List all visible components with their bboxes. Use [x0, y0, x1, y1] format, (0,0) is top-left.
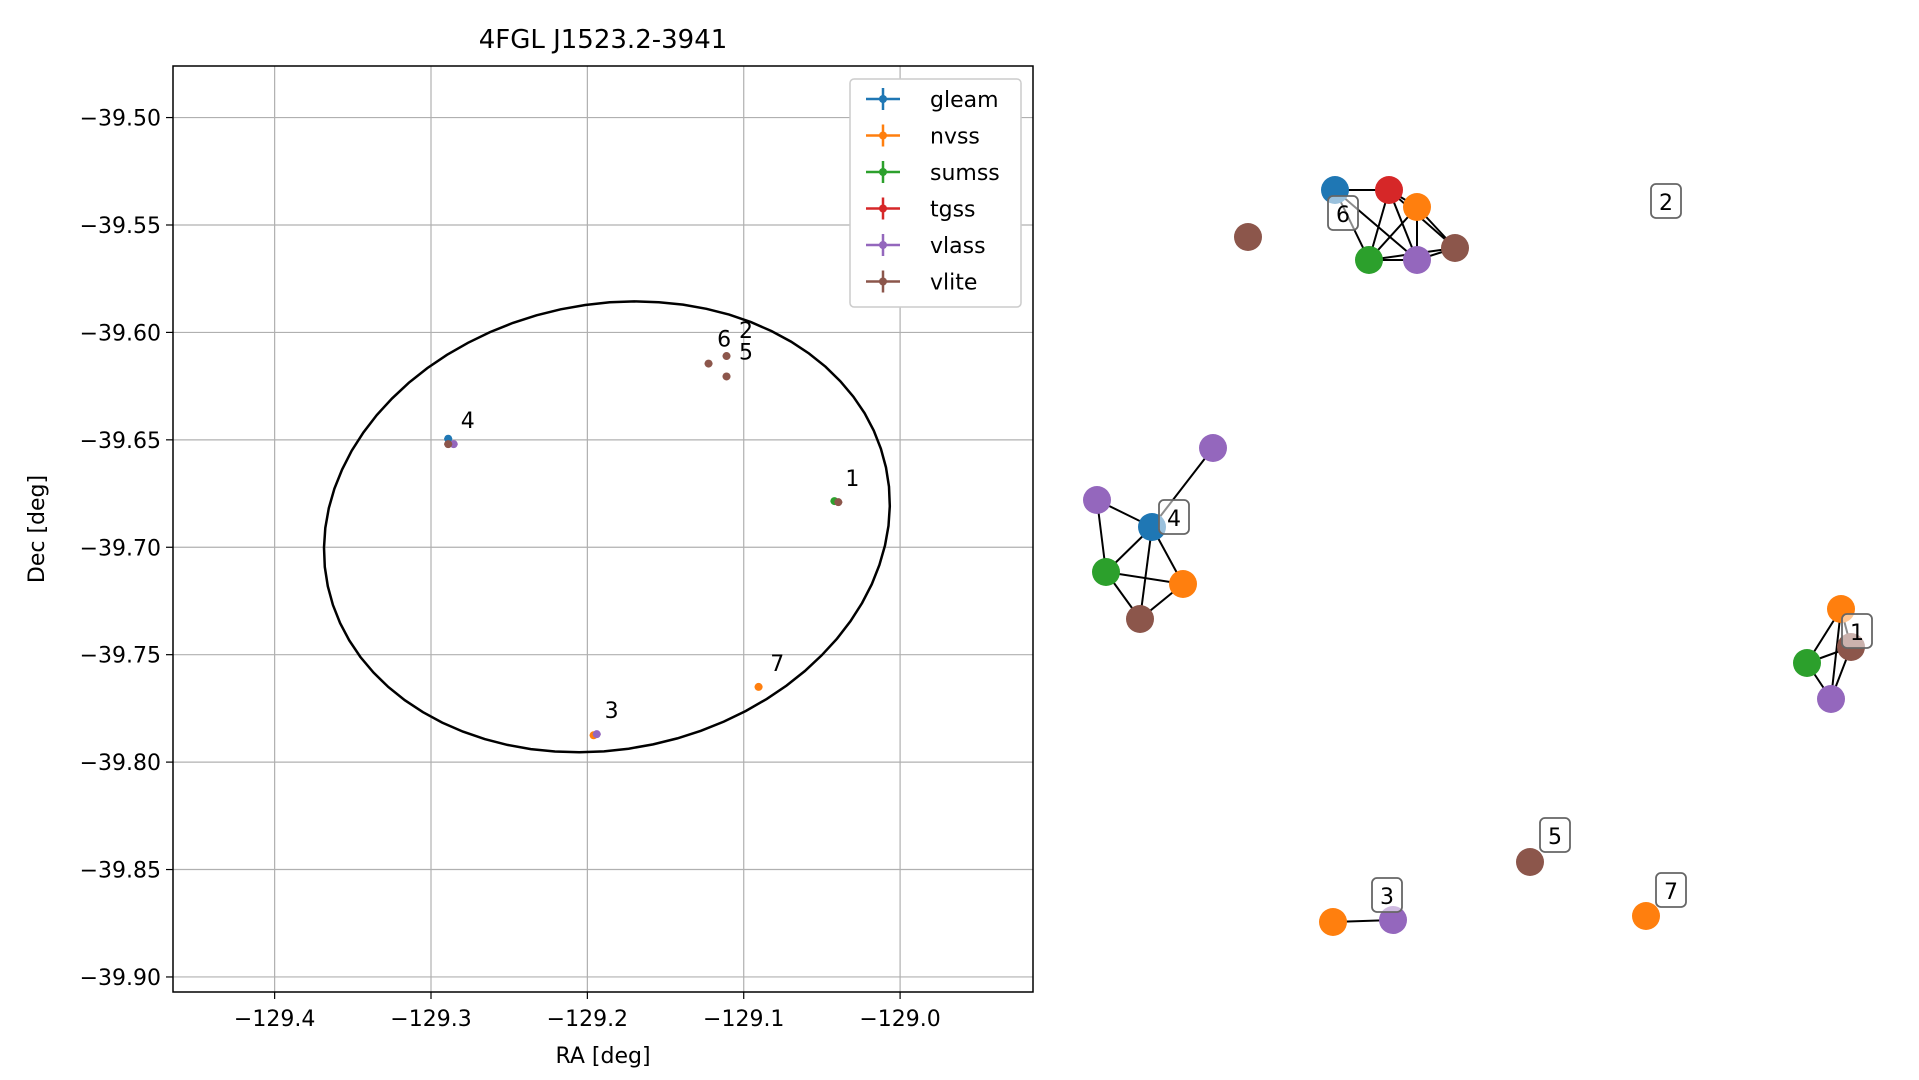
graph-edges — [1096, 189, 1852, 923]
sumss-node — [1092, 558, 1120, 586]
nvss-node — [1632, 902, 1660, 930]
legend-label-vlass: vlass — [930, 234, 986, 259]
group-label: 4 — [1158, 499, 1190, 535]
group-label-box — [1371, 877, 1403, 913]
vlite-node — [1441, 234, 1469, 262]
sumss-node — [1355, 246, 1383, 274]
nvss-node — [1169, 570, 1197, 598]
vlite-point — [722, 372, 731, 381]
vlass-point — [592, 730, 601, 739]
legend-label-vlite: vlite — [930, 271, 977, 296]
source-label: 3 — [605, 699, 619, 724]
legend-marker-dot — [879, 277, 887, 286]
source-label: 4 — [461, 409, 475, 434]
sumss-node — [1793, 649, 1821, 677]
y-tick-label: −39.70 — [80, 536, 161, 561]
y-ticks: −39.50 −39.55 −39.60 −39.65 −39.70 −39.75 −39.… — [80, 107, 173, 991]
group-label-box — [1650, 183, 1682, 219]
x-tick-label: −129.4 — [234, 1007, 315, 1032]
group-label-text: 5 — [1548, 825, 1562, 850]
group-label-text: 1 — [1850, 621, 1864, 646]
graph-edge — [1830, 608, 1842, 700]
nvss-node — [1403, 193, 1431, 221]
group-label-box — [1841, 613, 1873, 649]
vlite-node — [1516, 848, 1544, 876]
group-label-text: 2 — [1659, 191, 1673, 216]
source-label: 7 — [770, 652, 784, 677]
localization-ellipse — [322, 300, 892, 754]
graph-edge — [1139, 526, 1153, 620]
vlite-point — [444, 440, 453, 449]
y-tick-label: −39.55 — [80, 214, 161, 239]
vlite-node — [1234, 223, 1262, 251]
graph-group-labels: 2 6 4 1 5 3 7 — [1158, 183, 1873, 913]
vlite-point — [722, 352, 731, 361]
group-label-box — [1539, 817, 1571, 853]
y-tick-label: −39.60 — [80, 321, 161, 346]
vlite-point — [834, 498, 843, 507]
vlass-node — [1403, 246, 1431, 274]
x-ticks: −129.4 −129.3 −129.2 −129.1 −129.0 — [234, 992, 941, 1032]
group-label: 6 — [1327, 195, 1359, 231]
legend-marker-dot — [879, 204, 887, 213]
x-tick-label: −129.1 — [703, 1007, 784, 1032]
group-label: 5 — [1539, 817, 1571, 853]
legend-marker-dot — [879, 131, 887, 140]
nvss-node — [1319, 908, 1347, 936]
x-axis-label: RA [deg] — [555, 1044, 650, 1069]
group-label-box — [1655, 872, 1687, 908]
group-label-text: 3 — [1380, 885, 1394, 910]
association-graph: 2 6 4 1 5 3 7 — [1083, 176, 1873, 936]
tgss-node — [1375, 176, 1403, 204]
group-label-box — [1158, 499, 1190, 535]
vlite-node — [1126, 605, 1154, 633]
legend-label-tgss: tgss — [930, 198, 976, 223]
vlite-point — [704, 359, 713, 368]
source-label: 2 — [739, 319, 753, 344]
legend-marker-dot — [879, 95, 887, 103]
legend-label-nvss: nvss — [930, 125, 980, 150]
group-label-text: 7 — [1664, 880, 1678, 905]
y-tick-label: −39.80 — [80, 751, 161, 776]
legend-items: gleam nvss sumss tgss vlass vlite — [866, 88, 1000, 296]
x-tick-label: −129.3 — [390, 1007, 471, 1032]
vlass-node — [1199, 434, 1227, 462]
group-label: 2 — [1650, 183, 1682, 219]
legend: gleam nvss sumss tgss vlass vlite — [849, 78, 1022, 308]
y-tick-label: −39.85 — [80, 859, 161, 884]
group-label-text: 6 — [1336, 203, 1350, 228]
source-label: 6 — [717, 327, 731, 352]
data-points — [444, 352, 843, 740]
nvss-point — [754, 682, 763, 691]
x-tick-label: −129.0 — [859, 1007, 940, 1032]
y-tick-label: −39.65 — [80, 429, 161, 454]
legend-label-gleam: gleam — [930, 88, 999, 113]
legend-label-sumss: sumss — [930, 161, 1000, 186]
group-label-text: 4 — [1167, 507, 1181, 532]
source-label: 1 — [845, 467, 859, 492]
group-label: 3 — [1371, 877, 1403, 913]
vlass-point — [449, 440, 458, 449]
grid-lines — [173, 66, 1033, 992]
x-tick-label: −129.2 — [547, 1007, 628, 1032]
group-label-box — [1327, 195, 1359, 231]
source-label: 5 — [739, 340, 753, 365]
y-axis-label: Dec [deg] — [25, 475, 50, 583]
plot-frame — [172, 65, 1034, 993]
legend-marker-dot — [879, 241, 887, 249]
vlass-node — [1379, 906, 1407, 934]
legend-marker-dot — [879, 168, 887, 176]
y-tick-label: −39.90 — [80, 966, 161, 991]
group-label: 7 — [1655, 872, 1687, 908]
plot-title: 4FGL J1523.2-3941 — [479, 25, 728, 55]
vlass-node — [1817, 685, 1845, 713]
sky-plot: 4FGL J1523.2-3941 −39.50−39.55−39.60−39.… — [25, 25, 1034, 1069]
vlass-node — [1083, 486, 1111, 514]
y-tick-label: −39.75 — [80, 644, 161, 669]
group-label: 1 — [1841, 613, 1873, 649]
y-tick-label: −39.50 — [80, 107, 161, 132]
point-labels: 1 2 3 4 56 7 — [461, 319, 860, 724]
graph-nodes — [1083, 176, 1865, 936]
